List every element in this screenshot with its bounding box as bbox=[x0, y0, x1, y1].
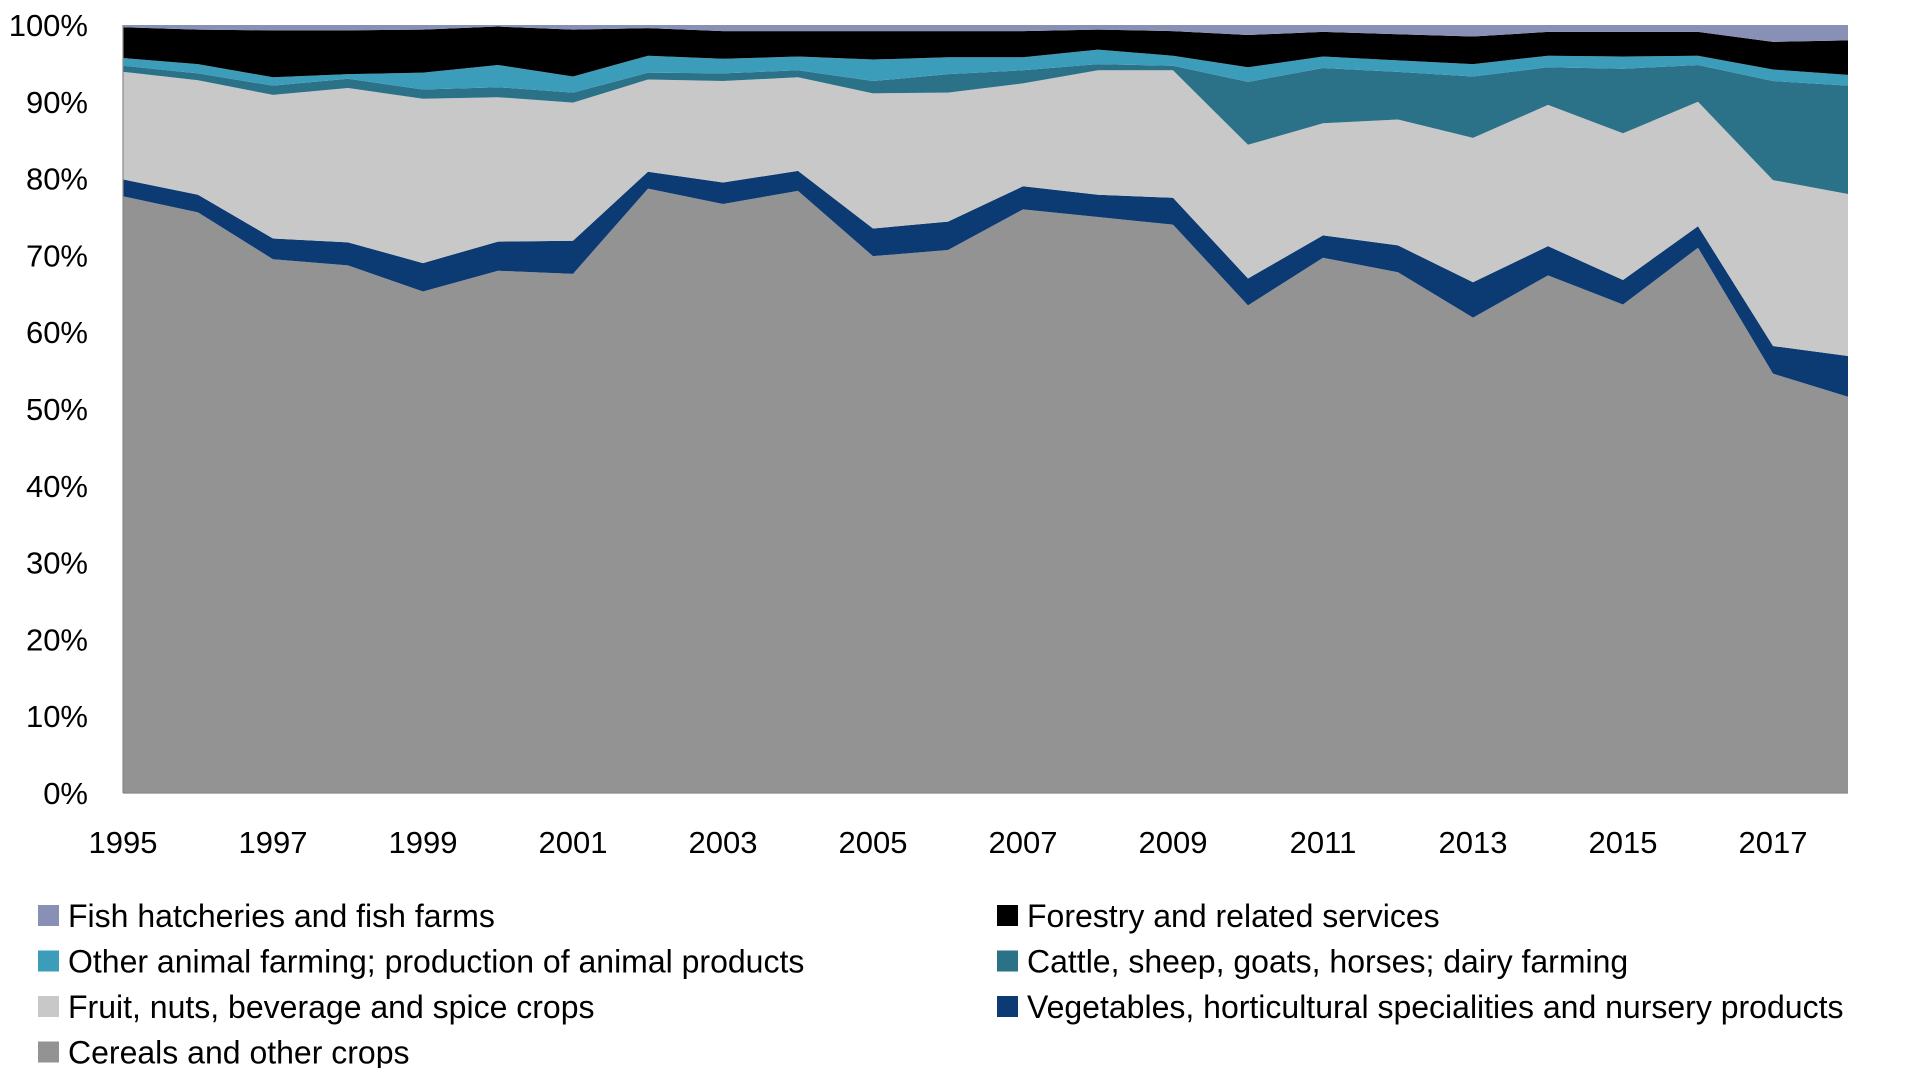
legend-label: Forestry and related services bbox=[1027, 898, 1440, 934]
legend-label: Other animal farming; production of anim… bbox=[68, 944, 804, 980]
x-tick-label: 2001 bbox=[539, 825, 608, 860]
legend-item: Cattle, sheep, goats, horses; dairy farm… bbox=[997, 944, 1628, 980]
area-cattle-sheep-goats-horses-dairy-farming bbox=[123, 64, 1848, 194]
legend-item: Cereals and other crops bbox=[38, 1035, 410, 1068]
area-vegetables-horticultural-specialities-and-nursery-products bbox=[123, 170, 1848, 397]
legend-swatch bbox=[38, 905, 59, 926]
x-axis-tick-labels: 1995 1997 1999 2001 2003 2005 2007 2009 2011 2013… bbox=[89, 825, 1808, 860]
legend-item: Vegetables, horticultural specialities a… bbox=[997, 989, 1843, 1025]
y-tick-label: 100% bbox=[9, 8, 88, 43]
legend-swatch bbox=[38, 1041, 59, 1063]
legend-label: Fruit, nuts, beverage and spice crops bbox=[68, 989, 595, 1025]
legend-item: Fruit, nuts, beverage and spice crops bbox=[38, 989, 595, 1025]
legend-swatch bbox=[997, 950, 1018, 972]
x-tick-label: 2009 bbox=[1139, 825, 1208, 860]
y-tick-label: 20% bbox=[26, 622, 88, 657]
x-tick-label: 2003 bbox=[689, 825, 758, 860]
area-fruit-nuts-beverage-and-spice-crops bbox=[123, 70, 1848, 357]
legend-item: Fish hatcheries and fish farms bbox=[38, 898, 495, 934]
x-tick-label: 1995 bbox=[89, 825, 158, 860]
y-tick-label: 60% bbox=[26, 315, 88, 350]
y-tick-label: 40% bbox=[26, 469, 88, 504]
x-tick-label: 1999 bbox=[389, 825, 458, 860]
area-other-animal-farming-production-of-animal-products bbox=[123, 49, 1848, 93]
legend-item: Other animal farming; production of anim… bbox=[38, 944, 804, 980]
legend-label: Cattle, sheep, goats, horses; dairy farm… bbox=[1027, 944, 1628, 980]
x-tick-label: 2007 bbox=[989, 825, 1058, 860]
y-tick-label: 80% bbox=[26, 162, 88, 197]
y-tick-label: 0% bbox=[43, 776, 88, 811]
legend-label: Vegetables, horticultural specialities a… bbox=[1027, 989, 1843, 1025]
x-tick-label: 2005 bbox=[839, 825, 908, 860]
legend-swatch bbox=[38, 996, 59, 1017]
area-cereals-and-other-crops bbox=[123, 188, 1848, 793]
x-tick-label: 2011 bbox=[1290, 825, 1357, 860]
y-tick-label: 90% bbox=[26, 85, 88, 120]
x-tick-label: 2017 bbox=[1739, 825, 1808, 860]
axes-group bbox=[122, 25, 1848, 794]
y-tick-label: 10% bbox=[26, 699, 88, 734]
area-series-group bbox=[123, 25, 1848, 793]
legend: Fish hatcheries and fish farms Forestry a… bbox=[38, 898, 1843, 1068]
area-forestry-and-related-services bbox=[123, 26, 1848, 78]
y-tick-label: 30% bbox=[26, 546, 88, 581]
y-axis-tick-labels: 0% 10% 20% 30% 40% 50% 60% 70% 80% 90% 100% bbox=[9, 8, 88, 811]
x-tick-label: 2015 bbox=[1589, 825, 1658, 860]
legend-swatch bbox=[38, 950, 59, 972]
x-tick-label: 1997 bbox=[239, 825, 308, 860]
x-tick-label: 2013 bbox=[1439, 825, 1508, 860]
y-tick-label: 70% bbox=[26, 238, 88, 273]
area-fish-hatcheries-and-fish-farms bbox=[123, 25, 1848, 42]
legend-swatch bbox=[997, 996, 1018, 1017]
y-tick-label: 50% bbox=[26, 392, 88, 427]
legend-swatch bbox=[997, 905, 1018, 926]
legend-label: Cereals and other crops bbox=[68, 1035, 410, 1068]
legend-label: Fish hatcheries and fish farms bbox=[68, 898, 495, 934]
legend-item: Forestry and related services bbox=[997, 898, 1440, 934]
